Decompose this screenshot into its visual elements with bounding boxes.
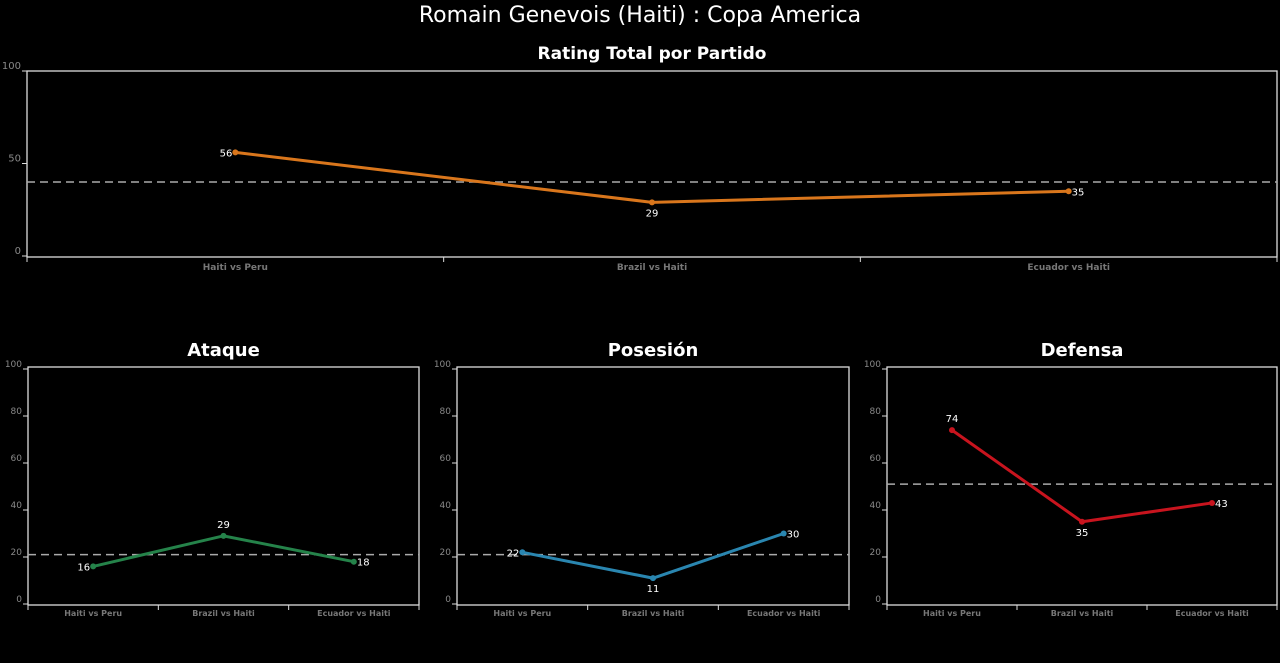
plot-frame <box>456 366 850 606</box>
series-line <box>951 428 1213 524</box>
plot-frame <box>26 70 1278 258</box>
y-tick-label: 80 <box>440 407 452 417</box>
y-tick-label: 100 <box>434 360 451 370</box>
data-label: 30 <box>787 530 800 541</box>
data-label: 18 <box>357 558 370 569</box>
data-label: 56 <box>220 148 233 159</box>
y-tick-label: 0 <box>15 246 21 257</box>
y-tick-label: 100 <box>5 360 22 370</box>
series-line <box>92 534 355 568</box>
y-tick-label: 20 <box>11 548 23 558</box>
data-point <box>519 549 526 556</box>
data-point <box>649 199 655 206</box>
series-line <box>235 150 1069 204</box>
x-tick-label: Brazil vs Haiti <box>192 609 255 618</box>
x-tick-label: Brazil vs Haiti <box>617 263 687 273</box>
main-title: Romain Genevois (Haiti) : Copa America <box>418 3 862 28</box>
data-point <box>1079 518 1085 525</box>
data-label: 29 <box>217 520 230 531</box>
data-point <box>1065 188 1072 195</box>
y-tick-label: 60 <box>11 454 23 464</box>
x-tick-label: Haiti vs Peru <box>493 609 551 618</box>
y-tick-label: 60 <box>870 454 882 464</box>
x-tick-label: Haiti vs Peru <box>923 609 981 618</box>
x-tick-label: Ecuador vs Haiti <box>1175 609 1249 618</box>
data-label: 16 <box>77 562 90 573</box>
chart-title-rating: Rating Total por Partido <box>537 44 767 64</box>
data-point <box>350 558 357 565</box>
x-tick-label: Ecuador vs Haiti <box>317 609 391 618</box>
data-point <box>232 149 239 156</box>
x-tick-label: Ecuador vs Haiti <box>1027 263 1110 273</box>
data-point <box>220 532 227 539</box>
data-label: 35 <box>1072 187 1085 198</box>
data-point <box>650 575 656 582</box>
y-tick-label: 0 <box>16 595 22 605</box>
x-tick-label: Ecuador vs Haiti <box>747 609 821 618</box>
data-label: 29 <box>646 208 659 219</box>
data-label: 43 <box>1215 499 1228 510</box>
x-tick-label: Haiti vs Peru <box>64 609 122 618</box>
plot-frame <box>27 366 420 606</box>
y-tick-label: 40 <box>870 501 882 511</box>
x-tick-label: Haiti vs Peru <box>203 263 268 273</box>
y-tick-label: 60 <box>440 454 452 464</box>
y-tick-label: 20 <box>870 548 882 558</box>
y-tick-label: 80 <box>11 407 23 417</box>
y-tick-label: 0 <box>445 595 451 605</box>
plot-frame <box>886 366 1278 606</box>
chart-title-defensa: Defensa <box>1040 340 1124 361</box>
chart-title-ataque: Ataque <box>187 340 260 361</box>
x-tick-label: Brazil vs Haiti <box>1051 609 1114 618</box>
data-label: 11 <box>647 584 660 595</box>
data-point <box>1209 499 1215 506</box>
x-tick-label: Brazil vs Haiti <box>622 609 685 618</box>
y-tick-label: 100 <box>2 61 21 72</box>
y-tick-label: 100 <box>864 360 881 370</box>
chart-title-posesion: Posesión <box>607 340 699 361</box>
data-label: 35 <box>1076 528 1089 539</box>
series-line <box>522 532 785 580</box>
y-tick-label: 40 <box>11 501 23 511</box>
data-point <box>949 427 955 434</box>
data-point <box>90 563 97 570</box>
data-label: 74 <box>946 414 959 425</box>
y-tick-label: 80 <box>870 407 882 417</box>
data-point <box>780 530 787 537</box>
y-tick-label: 0 <box>875 595 881 605</box>
y-tick-label: 40 <box>440 501 452 511</box>
data-label: 22 <box>507 548 520 559</box>
y-tick-label: 20 <box>440 548 452 558</box>
y-tick-label: 50 <box>8 154 21 165</box>
